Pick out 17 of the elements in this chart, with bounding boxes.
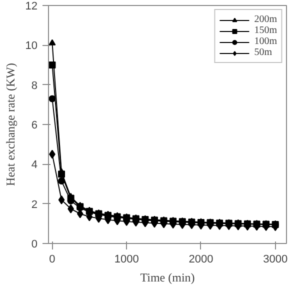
legend-label: 150m [254, 25, 277, 36]
y-tick-label: 6 [31, 120, 38, 132]
y-tick-label: 4 [31, 159, 38, 172]
y-tick-label: 10 [25, 40, 38, 52]
legend-label: 100m [254, 36, 277, 47]
legend-label: 50m [254, 47, 273, 58]
y-tick-label: 2 [31, 198, 38, 211]
y-axis-title: Heat exchange rate (KW) [3, 63, 18, 186]
x-axis-title: Time (min) [140, 270, 195, 284]
legend-label: 200m [254, 14, 277, 25]
y-tick-label: 12 [25, 0, 38, 12]
x-tick-label: 2000 [188, 254, 214, 266]
x-tick-label: 1000 [114, 254, 139, 266]
x-tick-label: 0 [49, 254, 56, 266]
y-tick-label: 0 [31, 238, 38, 250]
y-tick-label: 8 [31, 80, 38, 92]
x-tick-label: 3000 [263, 254, 288, 266]
